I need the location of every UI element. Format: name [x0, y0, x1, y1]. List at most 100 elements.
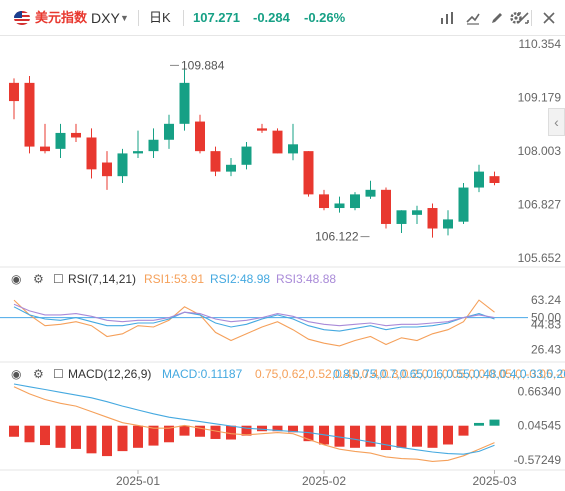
compare-icon[interactable] — [464, 9, 482, 27]
symbol-name[interactable]: 美元指数 — [35, 10, 88, 25]
rsi-series-line — [13, 306, 495, 332]
candle-body — [365, 189, 376, 197]
candle-body — [257, 128, 267, 131]
candle-body — [195, 121, 205, 152]
chart-type-icon[interactable] — [438, 9, 456, 27]
candle-body — [443, 219, 453, 229]
macd-histogram-bar — [257, 425, 267, 432]
macd-histogram-bar — [288, 425, 298, 433]
close-icon[interactable] — [540, 9, 558, 27]
rsi3-value: RSI3:48.88 — [276, 272, 337, 286]
chevron-left-icon[interactable]: ‹ — [548, 108, 565, 136]
candle-body — [86, 137, 97, 170]
candle-body — [133, 151, 143, 154]
macd-histogram-bar — [350, 425, 360, 448]
candle-body — [412, 210, 422, 215]
price-change-percent: -0.26% — [304, 10, 346, 25]
last-price: 107.271 — [193, 10, 240, 25]
draw-icon[interactable] — [488, 9, 506, 27]
candle-body — [334, 203, 345, 209]
rsi2-value: RSI2:48.98 — [210, 272, 271, 286]
candle-body — [350, 194, 360, 209]
chevron-down-icon[interactable]: ▼ — [120, 13, 129, 23]
divider — [138, 10, 139, 26]
macd-histogram-bar — [303, 425, 314, 442]
candle-body — [272, 130, 283, 154]
gear-icon[interactable]: ⚙ — [33, 367, 44, 381]
candle-body — [427, 208, 438, 229]
divider — [531, 10, 532, 26]
macd-histogram-bar — [9, 425, 19, 437]
candle-body — [40, 146, 50, 152]
candle-body — [396, 210, 407, 224]
macd-histogram-bar — [102, 425, 112, 457]
candle-body — [71, 132, 81, 138]
macd-histogram-bar — [117, 425, 128, 452]
macd-histogram-bar — [86, 425, 97, 454]
candle-body — [489, 176, 500, 183]
fullscreen-icon[interactable] — [514, 9, 532, 27]
macd-histogram-bar — [396, 425, 407, 448]
time-tick-label: 2025-03 — [472, 474, 516, 488]
settings-icon[interactable] — [507, 9, 525, 27]
high-annotation: 109.884 — [181, 58, 225, 72]
rsi1-value: RSI1:53.91 — [144, 272, 205, 286]
macd-tick-label: 0.66340 — [518, 385, 562, 399]
rsi-series-line — [13, 303, 495, 327]
macd-histogram-bar — [381, 425, 391, 451]
macd-histogram-bar — [427, 425, 438, 448]
candle-body — [164, 123, 174, 140]
low-annotation: 106.122 — [315, 230, 359, 244]
candle-body — [24, 82, 35, 147]
eye-icon[interactable]: ◉ — [11, 367, 22, 381]
candle-body — [303, 151, 314, 195]
gear-icon[interactable]: ⚙ — [33, 272, 44, 286]
price-pane: 110.354 109.179 108.003 106.827 105.652 109.8… — [9, 37, 561, 265]
price-tick-label: 108.003 — [518, 144, 562, 158]
candle-body — [9, 82, 19, 102]
macd-histogram-bar — [412, 425, 422, 447]
macd-histogram-bar — [24, 425, 35, 443]
candle-body — [148, 139, 159, 152]
dea-value: 0.8,0.75,0.7,0.65,0.6,0.55,0.48,0.4,0.33… — [333, 367, 565, 381]
rsi-tick-label: 50.00 — [531, 311, 561, 325]
macd-histogram-bar — [148, 425, 159, 446]
macd-tick-label: -0.57249 — [514, 453, 562, 467]
eye-icon[interactable]: ◉ — [11, 272, 22, 286]
macd-histogram-bar — [458, 425, 469, 436]
macd-value: MACD:0.11187 — [162, 367, 243, 381]
macd-tick-label: 0.04545 — [518, 419, 562, 433]
macd-histogram-bar — [55, 425, 66, 448]
divider — [183, 10, 184, 26]
checkbox-icon[interactable]: ☐ — [53, 367, 64, 381]
macd-histogram-bar — [241, 425, 252, 436]
candle-body — [474, 171, 484, 188]
time-tick-label: 2025-01 — [116, 474, 160, 488]
macd-histogram-bar — [443, 425, 453, 445]
macd-histogram-bar — [272, 425, 283, 432]
macd-histogram-bar — [40, 425, 50, 446]
rsi-series-line — [13, 299, 495, 347]
candle-body — [226, 164, 236, 172]
macd-histogram-bar — [71, 425, 81, 449]
rsi-label: RSI(7,14,21) — [68, 272, 137, 286]
price-tick-label: 110.354 — [519, 37, 562, 51]
candle-body — [210, 151, 221, 172]
dea-line — [13, 383, 495, 455]
symbol-code[interactable]: DXY — [91, 10, 120, 26]
period-selector[interactable]: 日K — [149, 10, 171, 25]
checkbox-icon[interactable]: ☐ — [53, 272, 64, 286]
macd-histogram-bar — [334, 425, 345, 447]
macd-histogram-bar — [210, 425, 221, 439]
candle-body — [458, 187, 469, 222]
dif-value: 0.75,0.62,0.52,0.45,0.4,0.3,0.2,0.1,0.05… — [255, 367, 565, 381]
candle-body — [241, 146, 252, 165]
macd-pane: 0.66340 0.04545 -0.57249 — [9, 383, 562, 467]
price-change: -0.284 — [253, 10, 290, 25]
price-tick-label: 106.827 — [518, 198, 562, 212]
candle-body — [319, 194, 329, 209]
time-tick-label: 2025-02 — [302, 474, 346, 488]
